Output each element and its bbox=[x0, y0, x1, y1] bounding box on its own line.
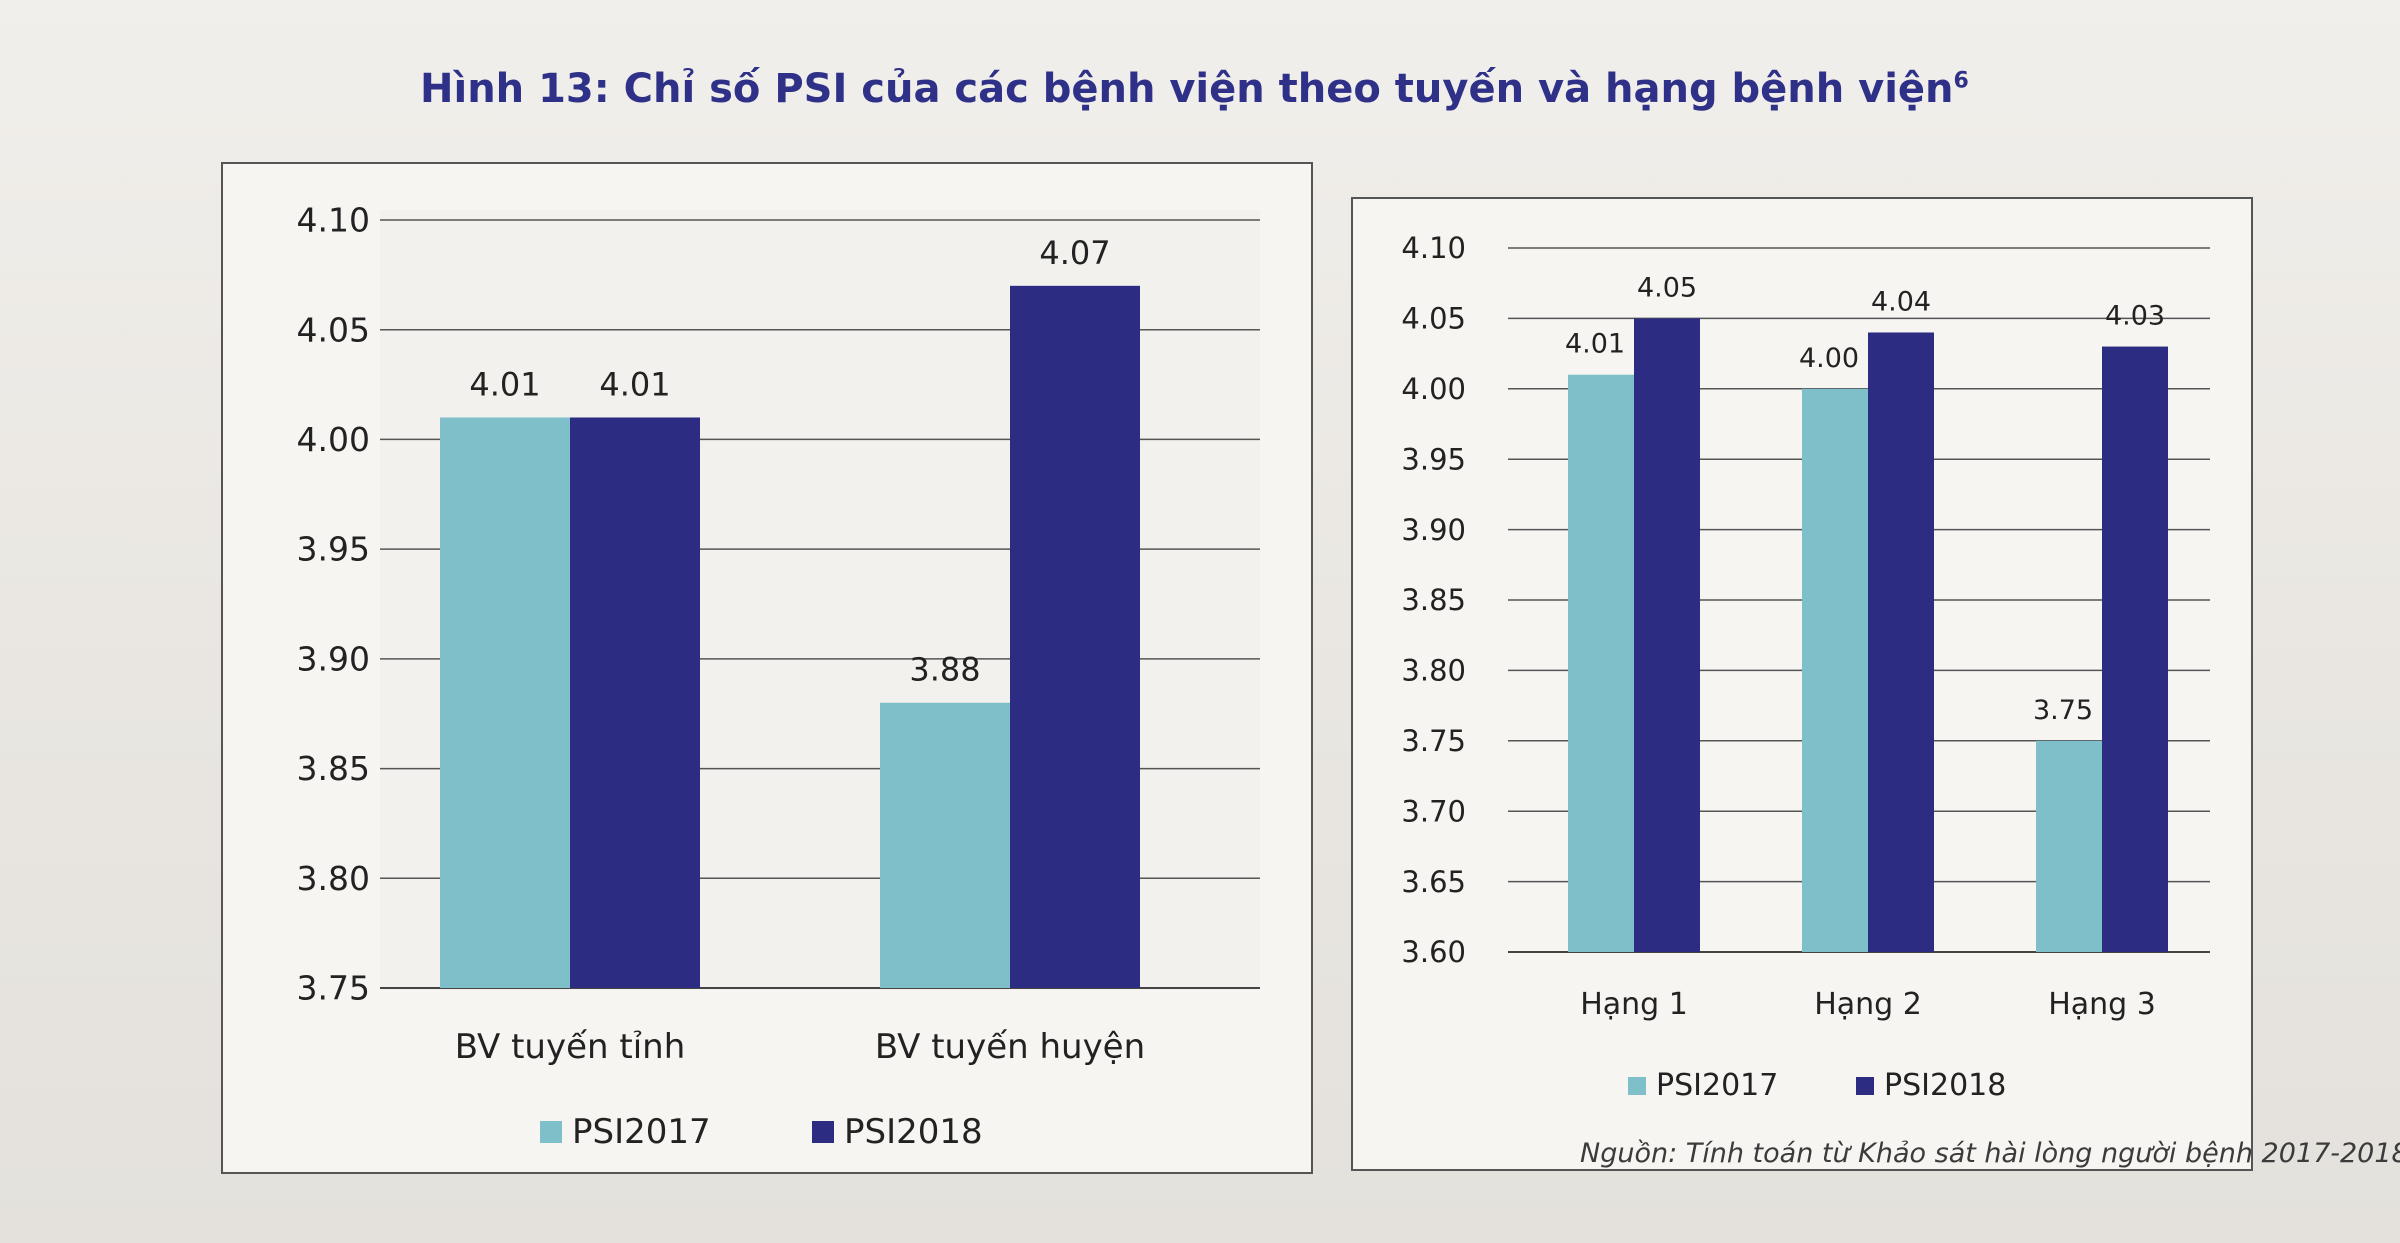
y-tick-label: 3.85 bbox=[1401, 583, 1466, 617]
y-tick-label: 4.00 bbox=[1401, 372, 1466, 406]
data-label: 4.01 bbox=[469, 365, 540, 403]
legend-label-psi2018: PSI2018 bbox=[1884, 1068, 2006, 1103]
y-tick-label: 4.05 bbox=[297, 310, 370, 349]
figure-title-footnote: 6 bbox=[1953, 68, 1969, 94]
chart-left: 3.75 3.80 3.85 3.90 3.95 4.00 4.05 4.10 4.01 4.01… bbox=[297, 201, 1260, 1152]
data-label: 4.04 bbox=[1871, 286, 1931, 317]
figure-title: Hình 13: Chỉ số PSI của các bệnh viện th… bbox=[420, 66, 2120, 112]
y-tick-label: 3.75 bbox=[1401, 724, 1466, 758]
legend-swatch-psi2017 bbox=[540, 1121, 562, 1143]
data-label: 3.75 bbox=[2033, 695, 2093, 726]
legend-swatch-psi2017 bbox=[1628, 1077, 1646, 1095]
y-tick-label: 4.10 bbox=[1401, 231, 1466, 265]
y-tick-label: 3.90 bbox=[297, 639, 370, 678]
y-tick-label: 3.90 bbox=[1401, 513, 1466, 547]
y-tick-label: 3.80 bbox=[297, 859, 370, 898]
data-label: 3.88 bbox=[909, 651, 980, 689]
y-tick-label: 3.75 bbox=[297, 969, 370, 1008]
bar-psi2017 bbox=[1802, 388, 1868, 952]
y-tick-label: 3.95 bbox=[1401, 442, 1466, 476]
y-tick-label: 3.80 bbox=[1401, 654, 1466, 688]
chart-right: 3.60 3.65 3.70 3.75 3.80 3.85 3.90 3.95 4.00 4.05… bbox=[1401, 231, 2210, 1103]
bar-psi2018 bbox=[2102, 346, 2168, 952]
legend-label-psi2017: PSI2017 bbox=[1656, 1068, 1778, 1103]
category-label: BV tuyến huyện bbox=[875, 1027, 1145, 1067]
category-label: Hạng 1 bbox=[1580, 987, 1688, 1022]
data-label: 4.05 bbox=[1637, 272, 1697, 303]
y-tick-label: 4.10 bbox=[297, 201, 370, 240]
data-label: 4.07 bbox=[1039, 234, 1110, 272]
data-label: 4.01 bbox=[599, 365, 670, 403]
legend-label-psi2018: PSI2018 bbox=[844, 1112, 983, 1152]
y-tick-label: 3.95 bbox=[297, 530, 370, 569]
bar-psi2018 bbox=[1010, 285, 1140, 988]
bar-psi2017 bbox=[880, 702, 1010, 988]
bar-psi2017 bbox=[2036, 740, 2102, 952]
figure-title-text: Hình 13: Chỉ số PSI của các bệnh viện th… bbox=[420, 66, 1954, 112]
legend-swatch-psi2018 bbox=[812, 1121, 834, 1143]
data-label: 4.03 bbox=[2105, 301, 2165, 332]
source-note: Nguồn: Tính toán từ Khảo sát hài lòng ng… bbox=[1580, 1138, 2400, 1169]
y-tick-label: 3.60 bbox=[1401, 935, 1466, 969]
y-tick-label: 4.00 bbox=[297, 420, 370, 459]
y-tick-label: 3.65 bbox=[1401, 865, 1466, 899]
bar-psi2017 bbox=[1568, 374, 1634, 953]
bar-psi2018 bbox=[1634, 318, 1700, 952]
bar-psi2017 bbox=[440, 417, 570, 988]
bar-psi2018 bbox=[1868, 332, 1934, 953]
y-tick-label: 3.70 bbox=[1401, 794, 1466, 828]
category-label: BV tuyến tỉnh bbox=[455, 1027, 686, 1067]
legend-swatch-psi2018 bbox=[1856, 1077, 1874, 1095]
data-label: 4.00 bbox=[1799, 343, 1859, 374]
y-tick-label: 4.05 bbox=[1401, 302, 1466, 336]
legend-label-psi2017: PSI2017 bbox=[572, 1112, 711, 1152]
category-label: Hạng 3 bbox=[2048, 987, 2156, 1022]
bar-psi2018 bbox=[570, 417, 700, 988]
y-tick-label: 3.85 bbox=[297, 749, 370, 788]
data-label: 4.01 bbox=[1565, 329, 1625, 360]
category-label: Hạng 2 bbox=[1814, 987, 1922, 1022]
